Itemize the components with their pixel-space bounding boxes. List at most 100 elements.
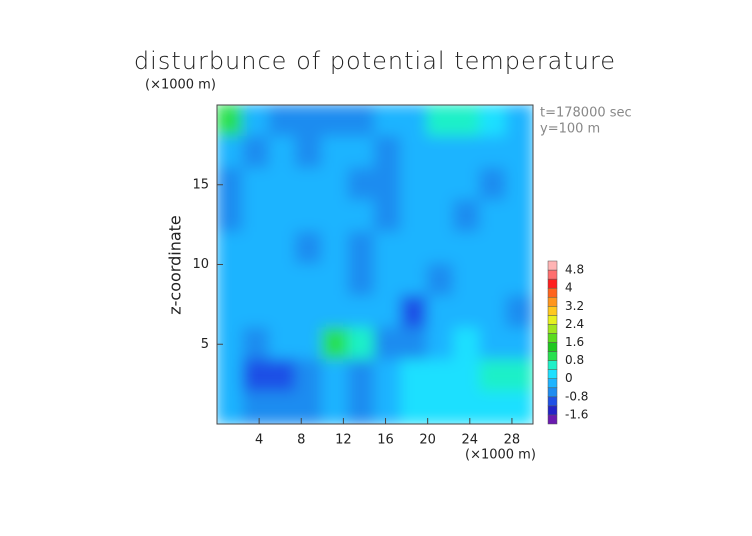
cell <box>217 135 245 170</box>
cell <box>295 105 324 138</box>
colorbar-box <box>547 315 558 325</box>
cell <box>479 167 508 202</box>
colorbar-label: 4.8 <box>565 263 584 277</box>
colorbar-box <box>547 333 558 343</box>
cell <box>400 167 429 202</box>
cell <box>453 263 482 298</box>
cell <box>505 391 533 424</box>
colorbar-box <box>547 324 558 334</box>
cell <box>453 327 482 362</box>
cell <box>321 391 350 424</box>
colorbar-box <box>547 396 558 407</box>
cell <box>453 199 482 234</box>
x-tick-label: 28 <box>504 433 521 448</box>
cell <box>400 231 429 266</box>
colorbar-label: 4 <box>565 281 573 295</box>
cell <box>321 135 350 170</box>
annotation: y=100 m <box>540 122 600 137</box>
cell <box>242 391 271 424</box>
cell <box>426 327 455 362</box>
cell <box>426 167 455 202</box>
cell <box>295 327 324 362</box>
cell <box>217 359 245 394</box>
cell <box>347 231 376 266</box>
cell <box>268 263 297 298</box>
colorbar-label: -1.6 <box>565 407 588 421</box>
cell <box>321 295 350 330</box>
colorbar-box <box>547 378 558 389</box>
cell <box>295 231 324 266</box>
colorbar-box <box>547 351 558 361</box>
x-tick-label: 12 <box>335 433 352 448</box>
cell <box>505 167 533 202</box>
cell <box>242 359 271 394</box>
cell <box>374 295 403 330</box>
cell <box>268 135 297 170</box>
cell <box>505 199 533 234</box>
x-unit: (×1000 m) <box>465 448 536 463</box>
colorbar-box <box>547 287 558 298</box>
cell <box>347 391 376 424</box>
colorbar-label: -0.8 <box>565 389 588 403</box>
cell <box>374 391 403 424</box>
cell <box>479 295 508 330</box>
cell <box>505 327 533 362</box>
cell <box>374 199 403 234</box>
cell <box>453 135 482 170</box>
cell <box>374 359 403 394</box>
cell <box>400 359 429 394</box>
cell <box>505 263 533 298</box>
cell <box>217 105 245 138</box>
cell <box>400 295 429 330</box>
cell <box>321 105 350 138</box>
cell <box>453 295 482 330</box>
colorbar-label: 1.6 <box>565 335 584 349</box>
cell <box>268 199 297 234</box>
colorbar-box <box>547 405 558 416</box>
cell <box>453 391 482 424</box>
colorbar-box <box>547 260 558 271</box>
x-tick-label: 8 <box>297 433 305 448</box>
cell <box>479 327 508 362</box>
cell <box>479 105 508 138</box>
cell <box>426 199 455 234</box>
cell <box>426 231 455 266</box>
cell <box>453 105 482 138</box>
cell <box>347 327 376 362</box>
cell <box>426 105 455 138</box>
cell <box>295 263 324 298</box>
cell <box>426 359 455 394</box>
cell <box>374 105 403 138</box>
cell <box>453 359 482 394</box>
y-axis-label: z-coordinate <box>166 215 185 315</box>
cell <box>453 167 482 202</box>
y-tick-label: 5 <box>201 337 209 352</box>
cell <box>217 199 245 234</box>
cell <box>479 263 508 298</box>
colorbar-box <box>547 296 558 307</box>
cell <box>268 327 297 362</box>
x-tick-label: 16 <box>377 433 394 448</box>
cell <box>347 263 376 298</box>
colorbar-label: 0 <box>565 371 573 385</box>
cell <box>374 135 403 170</box>
cell <box>268 295 297 330</box>
cell <box>321 263 350 298</box>
chart-title: disturbunce of potential temperature <box>134 47 616 75</box>
cell <box>479 199 508 234</box>
cell <box>242 105 271 138</box>
cell <box>426 391 455 424</box>
colorbar-label: 3.2 <box>565 299 584 313</box>
cell <box>321 231 350 266</box>
cells <box>217 105 533 424</box>
colorbar-box <box>547 278 558 289</box>
cell <box>295 359 324 394</box>
cell <box>347 135 376 170</box>
cell <box>217 231 245 266</box>
cell <box>242 135 271 170</box>
cell <box>217 295 245 330</box>
colorbar-box <box>547 387 558 398</box>
cell <box>505 295 533 330</box>
cell <box>400 263 429 298</box>
cell <box>268 231 297 266</box>
